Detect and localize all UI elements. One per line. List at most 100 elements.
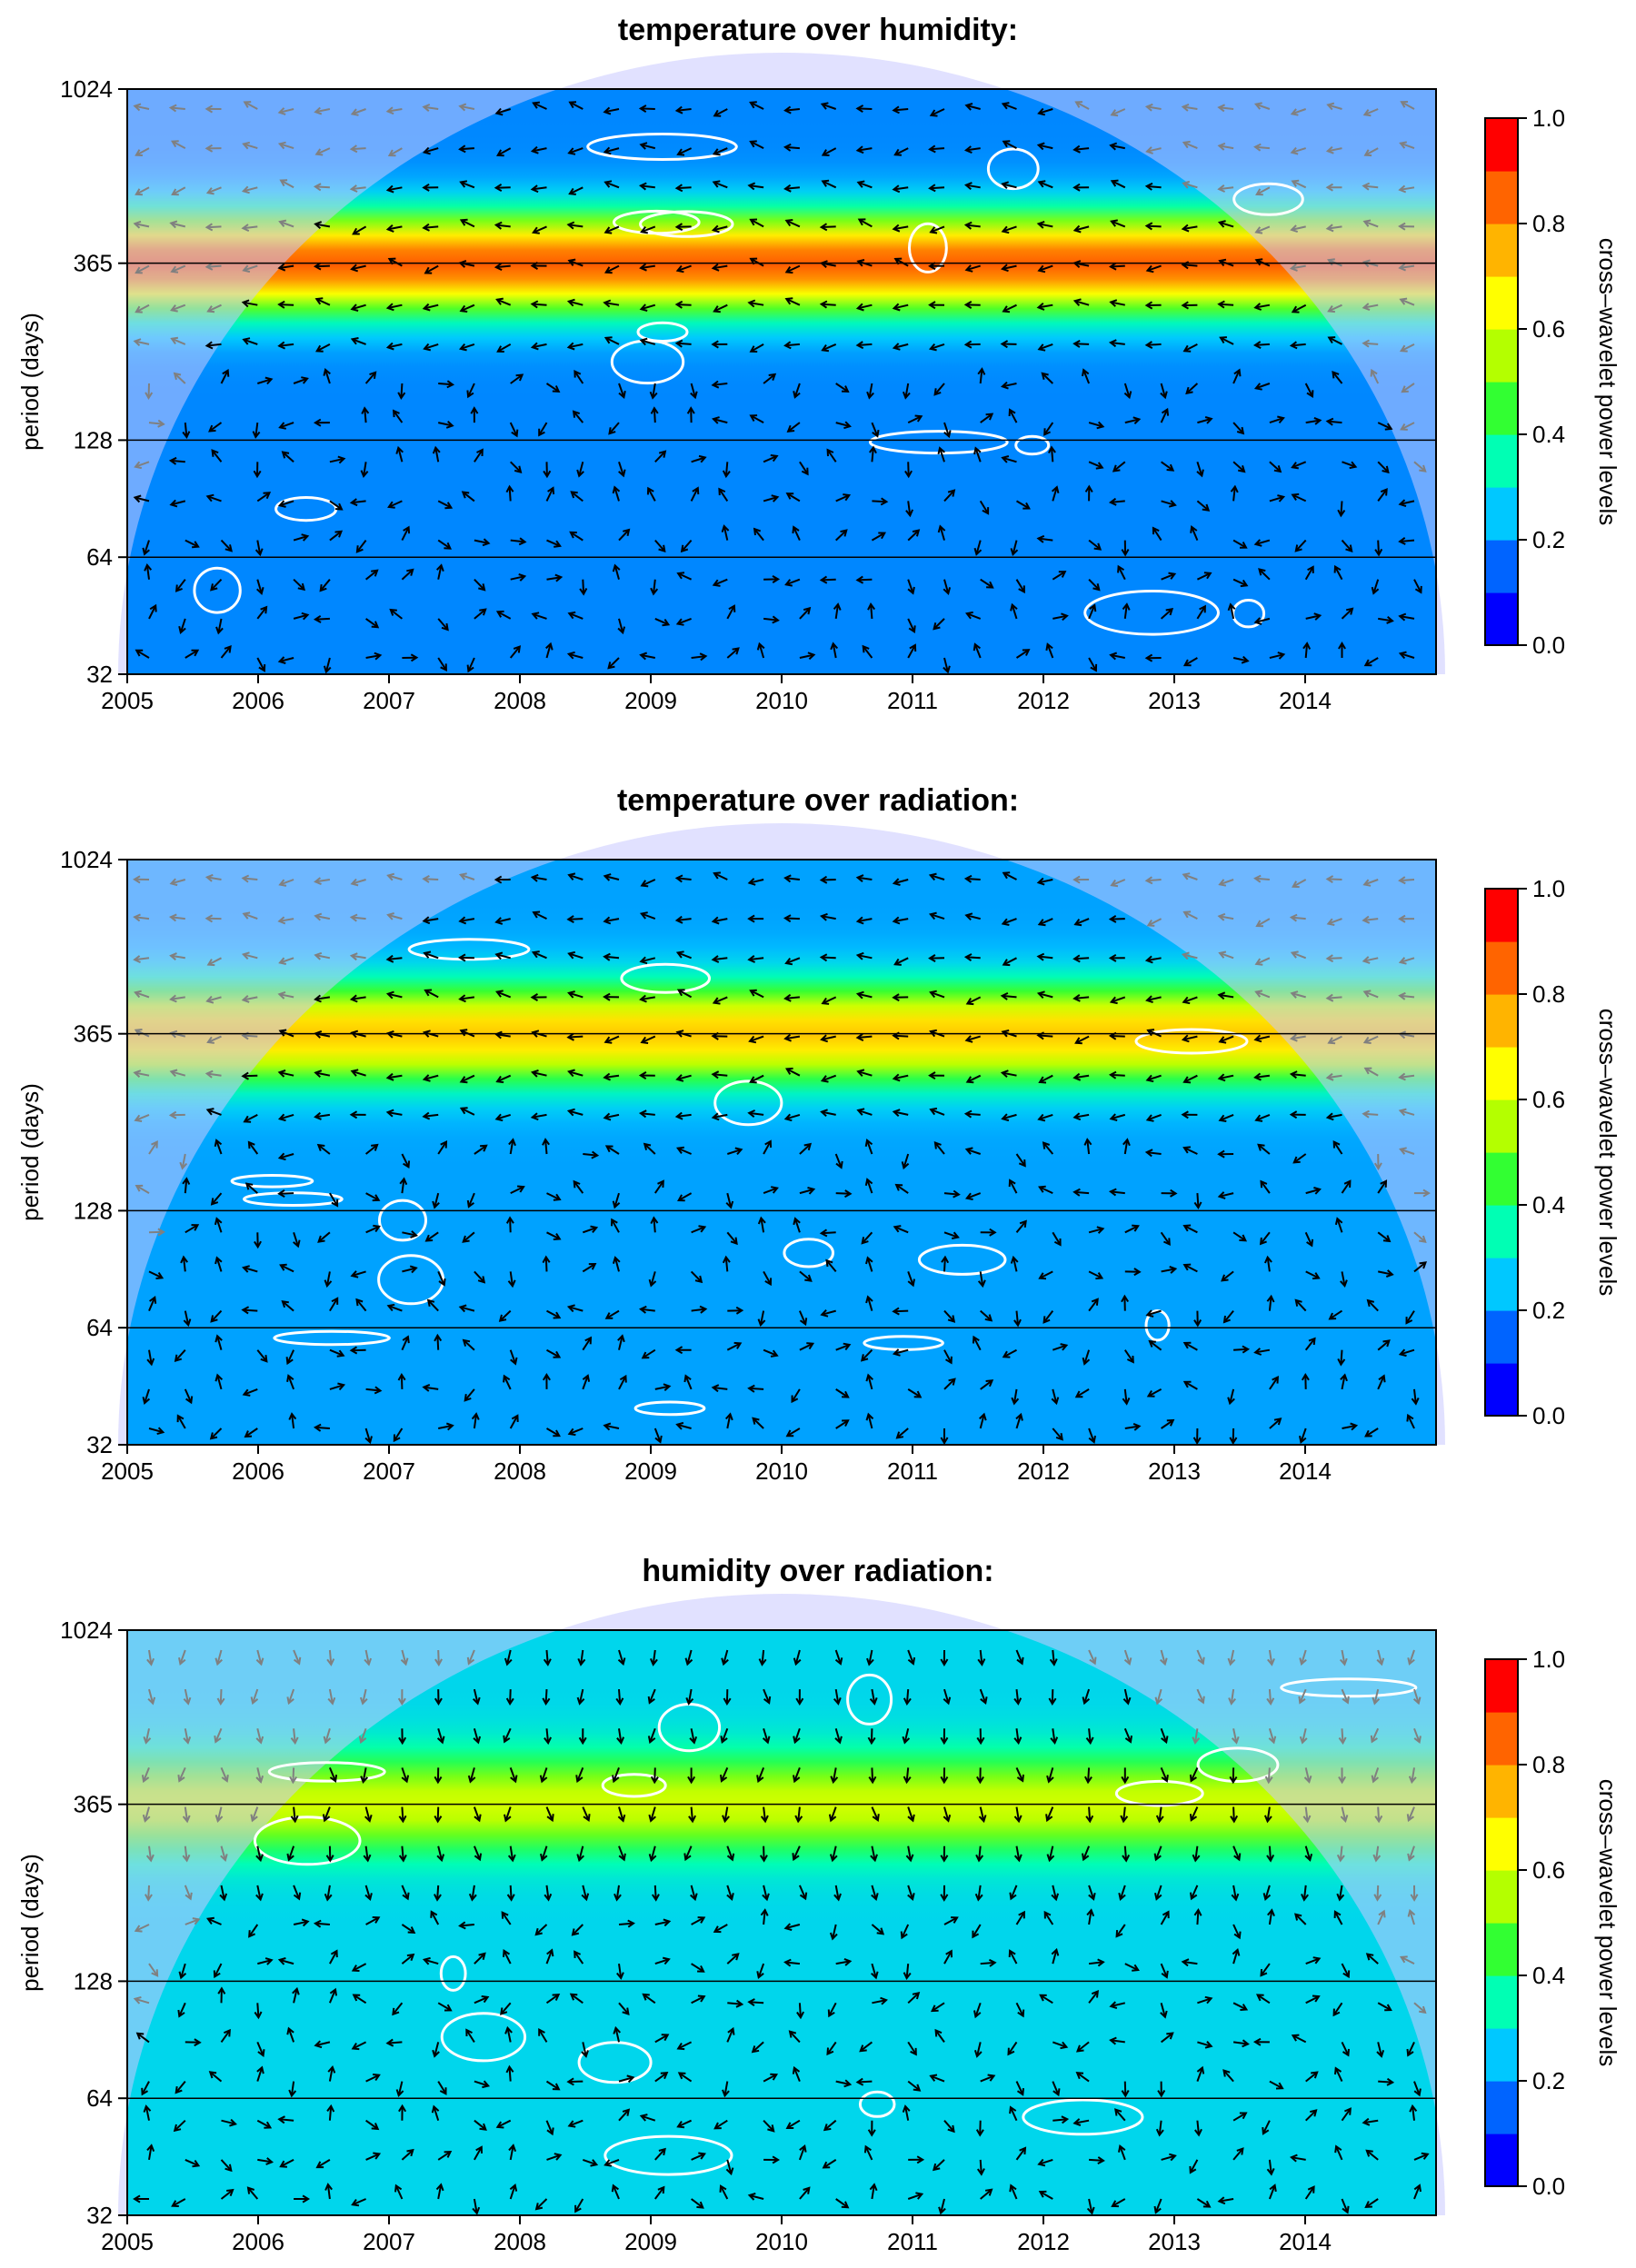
phase-arrow-head bbox=[349, 144, 358, 154]
phase-arrow bbox=[614, 1257, 620, 1272]
phase-arrow bbox=[568, 918, 584, 920]
phase-arrow bbox=[460, 873, 475, 880]
phase-arrow-head bbox=[1060, 1343, 1069, 1351]
phase-arrow-head bbox=[423, 950, 432, 959]
phase-arrow bbox=[799, 607, 811, 620]
phase-arrow-head bbox=[907, 1814, 915, 1823]
phase-arrow-head bbox=[277, 990, 286, 1000]
phase-arrow bbox=[1182, 953, 1198, 960]
phase-arrow-head bbox=[1371, 586, 1380, 595]
phase-arrow bbox=[247, 2187, 259, 2200]
phase-arrow-head bbox=[713, 871, 721, 880]
phase-arrow bbox=[508, 2066, 512, 2082]
phase-arrow-head bbox=[661, 2034, 670, 2042]
phase-arrow bbox=[784, 186, 800, 190]
phase-arrow-head bbox=[518, 573, 527, 582]
phase-arrow bbox=[209, 2071, 223, 2083]
phase-arrow-head bbox=[1255, 188, 1263, 196]
phase-arrow-head bbox=[1298, 1696, 1306, 1705]
phase-arrow-head bbox=[892, 1073, 901, 1082]
phase-arrow bbox=[293, 1920, 308, 1925]
phase-arrow bbox=[1110, 1190, 1125, 1195]
phase-arrow-head bbox=[1132, 416, 1142, 425]
phase-arrow bbox=[654, 1385, 670, 1390]
phase-arrow bbox=[894, 1226, 909, 1234]
phase-arrow bbox=[690, 1885, 696, 1900]
phase-arrow bbox=[437, 564, 443, 580]
phase-arrow bbox=[726, 2028, 734, 2043]
phase-arrow bbox=[1364, 657, 1379, 666]
phase-arrow-head bbox=[783, 1113, 793, 1122]
phase-arrow bbox=[826, 449, 837, 463]
phase-arrow bbox=[763, 1140, 772, 1155]
phase-arrow bbox=[351, 916, 366, 920]
phase-arrow-head bbox=[617, 1657, 626, 1666]
phase-arrow bbox=[605, 1145, 620, 1155]
phase-arrow bbox=[965, 1112, 981, 1116]
phase-arrow bbox=[545, 1885, 550, 1900]
phase-arrow-head bbox=[658, 544, 666, 553]
phase-arrow bbox=[460, 104, 475, 110]
phase-arrow-head bbox=[1018, 1159, 1026, 1168]
contour-loop bbox=[1134, 1028, 1249, 1055]
phase-arrow bbox=[1340, 501, 1343, 516]
phase-arrow bbox=[184, 1806, 188, 1822]
phase-arrow bbox=[135, 1997, 150, 2004]
phase-arrow-head bbox=[928, 954, 936, 962]
phase-arrow bbox=[243, 143, 258, 150]
phase-arrow-head bbox=[892, 343, 901, 351]
phase-arrow-head bbox=[1123, 1657, 1132, 1666]
phase-arrow-head bbox=[133, 494, 142, 503]
phase-arrow bbox=[538, 2029, 548, 2043]
phase-arrow-head bbox=[314, 297, 324, 305]
phase-arrow-head bbox=[1217, 2196, 1226, 2205]
phase-arrow-head bbox=[893, 257, 903, 265]
phase-arrow-head bbox=[439, 2087, 447, 2095]
phase-arrow bbox=[1230, 1688, 1235, 1705]
phase-arrow bbox=[434, 447, 440, 463]
phase-arrow-head bbox=[1326, 102, 1335, 111]
phase-arrow bbox=[532, 612, 547, 620]
phase-arrow-head bbox=[277, 141, 286, 150]
phase-arrow bbox=[1040, 1994, 1053, 2004]
phase-arrows bbox=[133, 871, 1431, 1445]
phase-arrow bbox=[1338, 1885, 1343, 1900]
phase-arrow-head bbox=[783, 105, 792, 114]
phase-arrow-head bbox=[206, 1916, 214, 1925]
phase-arrow-head bbox=[749, 414, 758, 422]
phase-arrow bbox=[718, 488, 729, 502]
phase-arrow bbox=[170, 459, 185, 463]
phase-arrow bbox=[569, 1427, 584, 1435]
phase-arrow-head bbox=[674, 1111, 683, 1120]
phase-arrow bbox=[1341, 1649, 1346, 1665]
phase-arrow-head bbox=[615, 1697, 624, 1706]
phase-arrow bbox=[1341, 1180, 1352, 1194]
phase-arrow-head bbox=[747, 299, 756, 308]
phase-arrow bbox=[1295, 1299, 1307, 1312]
y-tick-label: 365 bbox=[74, 1020, 113, 1048]
phase-arrow-head bbox=[762, 1736, 771, 1745]
phase-arrow-head bbox=[977, 1658, 986, 1666]
phase-arrow-head bbox=[278, 219, 287, 228]
phase-arrow bbox=[1407, 1806, 1415, 1821]
phase-arrow-head bbox=[542, 1372, 551, 1381]
phase-arrow bbox=[141, 2081, 150, 2095]
phase-arrow-head bbox=[1253, 303, 1262, 311]
phase-arrow-head bbox=[1153, 1853, 1162, 1862]
phase-arrow-head bbox=[617, 626, 626, 635]
phase-arrow bbox=[206, 343, 222, 347]
phase-arrow bbox=[1341, 1963, 1350, 1977]
phase-arrow-head bbox=[566, 1108, 575, 1117]
phase-arrow bbox=[893, 1110, 909, 1116]
phase-arrow bbox=[135, 104, 150, 110]
phase-arrow-head bbox=[141, 2087, 149, 2096]
phase-arrow bbox=[1295, 539, 1307, 552]
phase-arrow bbox=[474, 1953, 486, 1965]
phase-arrow-head bbox=[133, 103, 142, 112]
phase-arrow bbox=[496, 298, 512, 306]
phase-arrow bbox=[931, 108, 945, 116]
phase-arrow bbox=[1185, 383, 1199, 394]
phase-arrow bbox=[1401, 1956, 1415, 1965]
phase-arrow bbox=[750, 343, 764, 353]
phase-arrow bbox=[835, 2080, 851, 2085]
